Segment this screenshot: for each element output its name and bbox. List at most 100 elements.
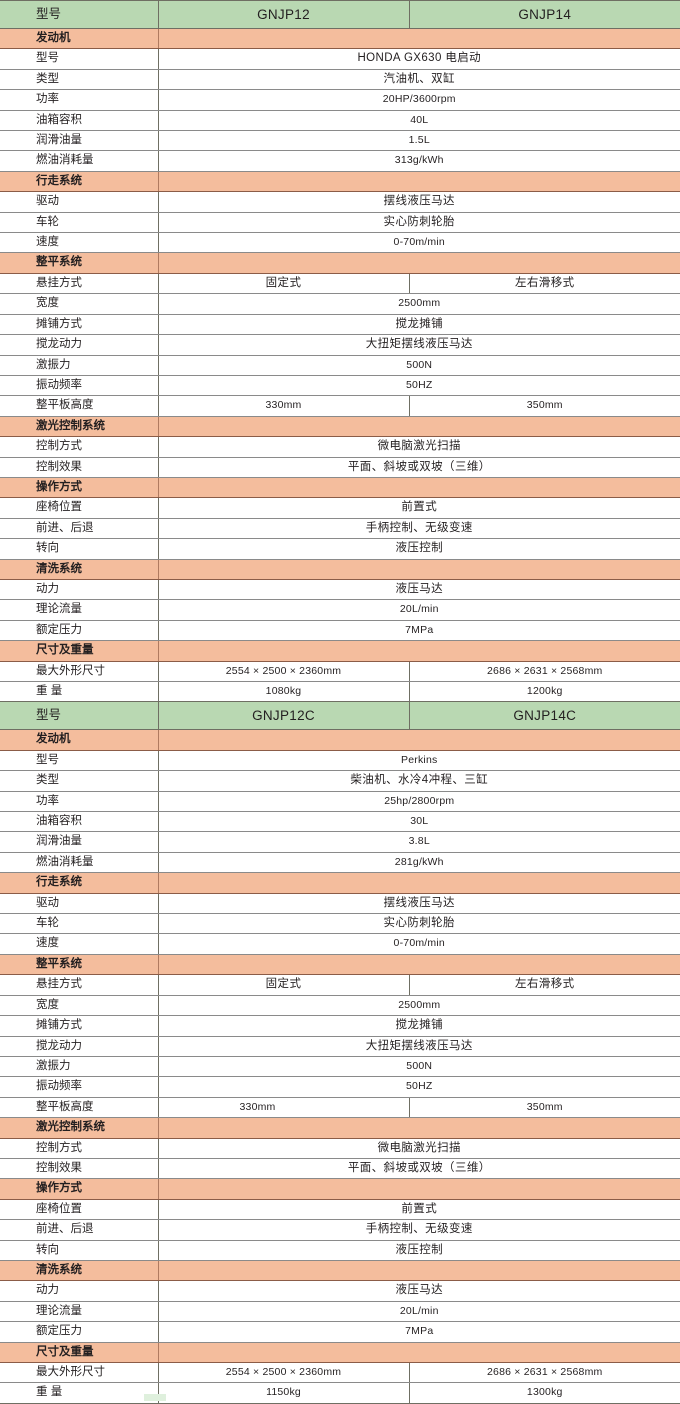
spec-row-label: 润滑油量 bbox=[0, 130, 159, 152]
section-header-row: 发动机 bbox=[0, 27, 680, 50]
spec-row: 车轮 实心防刺轮胎 bbox=[0, 913, 680, 935]
spec-row-value: 50HZ bbox=[158, 375, 680, 397]
spec-row: 功率 20HP/3600rpm bbox=[0, 89, 680, 111]
spec-row-label: 搅龙动力 bbox=[0, 1036, 159, 1057]
spec-row: 前进、后退 手柄控制、无级变速 bbox=[0, 518, 680, 540]
spec-row: 理论流量 20L/min bbox=[0, 599, 680, 621]
spec-row-label: 振动频率 bbox=[0, 1076, 159, 1098]
spec-row: 重 量 1080kg 1200kg bbox=[0, 681, 680, 703]
model-name-col-b: GNJP14C bbox=[409, 701, 680, 731]
spec-row-label: 重 量 bbox=[0, 681, 159, 703]
spec-row-value-col-b: 2686 × 2631 × 2568mm bbox=[409, 661, 680, 683]
spec-row-label: 额定压力 bbox=[0, 620, 159, 642]
spec-row-value: 2500mm bbox=[158, 995, 680, 1017]
spec-row-value-col-b: 350mm bbox=[409, 1097, 680, 1119]
spec-row-label: 座椅位置 bbox=[0, 497, 159, 519]
spec-row-label: 动力 bbox=[0, 1280, 159, 1302]
spec-row: 油箱容积 30L bbox=[0, 811, 680, 833]
spec-row-value: 7MPa bbox=[158, 620, 680, 642]
spec-row-label: 驱动 bbox=[0, 191, 159, 213]
section-header-fill bbox=[158, 252, 680, 274]
spec-row: 宽度 2500mm bbox=[0, 293, 680, 315]
spec-row-value-col-a: 330mm bbox=[158, 395, 410, 417]
section-header-row: 行走系统 bbox=[0, 170, 680, 193]
spec-row-value: 0-70m/min bbox=[158, 232, 680, 254]
section-header-title: 清洗系统 bbox=[0, 1259, 159, 1282]
spec-row-value-col-a: 固定式 bbox=[158, 974, 410, 996]
spec-row-label: 宽度 bbox=[0, 995, 159, 1017]
spec-row-value: 0-70m/min bbox=[158, 933, 680, 955]
section-header-row: 整平系统 bbox=[0, 953, 680, 976]
spec-row-label: 型号 bbox=[0, 750, 159, 772]
spec-row-value-col-b: 350mm bbox=[409, 395, 680, 417]
section-header-title: 清洗系统 bbox=[0, 558, 159, 580]
spec-row: 控制效果 平面、斜坡或双坡（三维） bbox=[0, 1158, 680, 1180]
spec-row: 悬挂方式 固定式 左右滑移式 bbox=[0, 273, 680, 295]
spec-row-label: 理论流量 bbox=[0, 599, 159, 621]
spec-row-value: 2500mm bbox=[158, 293, 680, 315]
spec-row: 重 量 1150kg 1300kg bbox=[0, 1382, 680, 1404]
spec-row-value: 大扭矩摆线液压马达 bbox=[158, 1036, 680, 1057]
spec-row: 宽度 2500mm bbox=[0, 995, 680, 1017]
spec-row-value: 50HZ bbox=[158, 1076, 680, 1098]
section-header-fill bbox=[158, 729, 680, 751]
section-header-row: 整平系统 bbox=[0, 252, 680, 274]
spec-row: 类型 汽油机、双缸 bbox=[0, 69, 680, 91]
model-header-row: 型号 GNJP12 GNJP14 bbox=[0, 0, 680, 29]
spec-row-label: 搅龙动力 bbox=[0, 334, 159, 356]
spec-row: 燃油消耗量 281g/kWh bbox=[0, 852, 680, 874]
section-header-title: 行走系统 bbox=[0, 872, 159, 894]
spec-row-value: 搅龙摊铺 bbox=[158, 1015, 680, 1037]
spec-row-label: 速度 bbox=[0, 933, 159, 955]
spec-row: 最大外形尺寸 2554 × 2500 × 2360mm 2686 × 2631 × … bbox=[0, 661, 680, 683]
spec-row: 摊铺方式 搅龙摊铺 bbox=[0, 1015, 680, 1037]
spec-row: 理论流量 20L/min bbox=[0, 1301, 680, 1323]
spec-row: 车轮 实心防刺轮胎 bbox=[0, 212, 680, 234]
spec-row: 转向 液压控制 bbox=[0, 1240, 680, 1261]
spec-row: 激振力 500N bbox=[0, 355, 680, 376]
spec-row-label: 宽度 bbox=[0, 293, 159, 315]
spec-row-value: 3.8L bbox=[158, 831, 680, 853]
section-header-fill bbox=[158, 872, 680, 894]
section-header-row: 激光控制系统 bbox=[0, 415, 680, 438]
spec-row-label: 额定压力 bbox=[0, 1321, 159, 1343]
section-header-fill bbox=[158, 1178, 680, 1200]
spec-row: 最大外形尺寸 2554 × 2500 × 2360mm 2686 × 2631 × … bbox=[0, 1362, 680, 1384]
spec-row-value: 液压控制 bbox=[158, 538, 680, 560]
section-header-row: 激光控制系统 bbox=[0, 1117, 680, 1139]
spec-row-value: 40L bbox=[158, 110, 680, 132]
section-header-fill bbox=[158, 1341, 680, 1364]
section-header-title: 操作方式 bbox=[0, 1178, 159, 1200]
spec-row-value-col-b: 1200kg bbox=[409, 681, 680, 703]
spec-row-label: 类型 bbox=[0, 69, 159, 91]
spec-row: 座椅位置 前置式 bbox=[0, 1199, 680, 1221]
spec-row-label: 油箱容积 bbox=[0, 811, 159, 833]
page-bottom-artifact bbox=[144, 1393, 166, 1401]
spec-row-label: 控制方式 bbox=[0, 1138, 159, 1159]
model-name-col-b: GNJP14 bbox=[409, 0, 680, 29]
spec-row: 功率 25hp/2800rpm bbox=[0, 791, 680, 813]
spec-row-value-col-b: 1300kg bbox=[409, 1382, 680, 1404]
spec-row: 驱动 摆线液压马达 bbox=[0, 191, 680, 213]
spec-row: 油箱容积 40L bbox=[0, 110, 680, 132]
spec-row: 摊铺方式 搅龙摊铺 bbox=[0, 314, 680, 336]
spec-row-value: 500N bbox=[158, 1056, 680, 1078]
section-header-fill bbox=[158, 27, 680, 50]
section-header-title: 行走系统 bbox=[0, 170, 159, 193]
section-header-row: 发动机 bbox=[0, 729, 680, 751]
spec-row-value: 液压控制 bbox=[158, 1240, 680, 1261]
spec-row-label: 座椅位置 bbox=[0, 1199, 159, 1221]
spec-row: 控制方式 微电脑激光扫描 bbox=[0, 436, 680, 458]
spec-row-label: 整平板高度 bbox=[0, 395, 159, 417]
spec-row-value: 实心防刺轮胎 bbox=[158, 212, 680, 234]
section-header-title: 激光控制系统 bbox=[0, 1117, 159, 1139]
section-header-fill bbox=[158, 1117, 680, 1139]
model-name-col-a: GNJP12 bbox=[158, 0, 410, 29]
spec-row-label: 功率 bbox=[0, 89, 159, 111]
spec-row-value: 液压马达 bbox=[158, 1280, 680, 1302]
spec-row-label: 转向 bbox=[0, 1240, 159, 1261]
spec-row-label: 摊铺方式 bbox=[0, 1015, 159, 1037]
spec-row: 前进、后退 手柄控制、无级变速 bbox=[0, 1219, 680, 1241]
section-header-fill bbox=[158, 558, 680, 580]
